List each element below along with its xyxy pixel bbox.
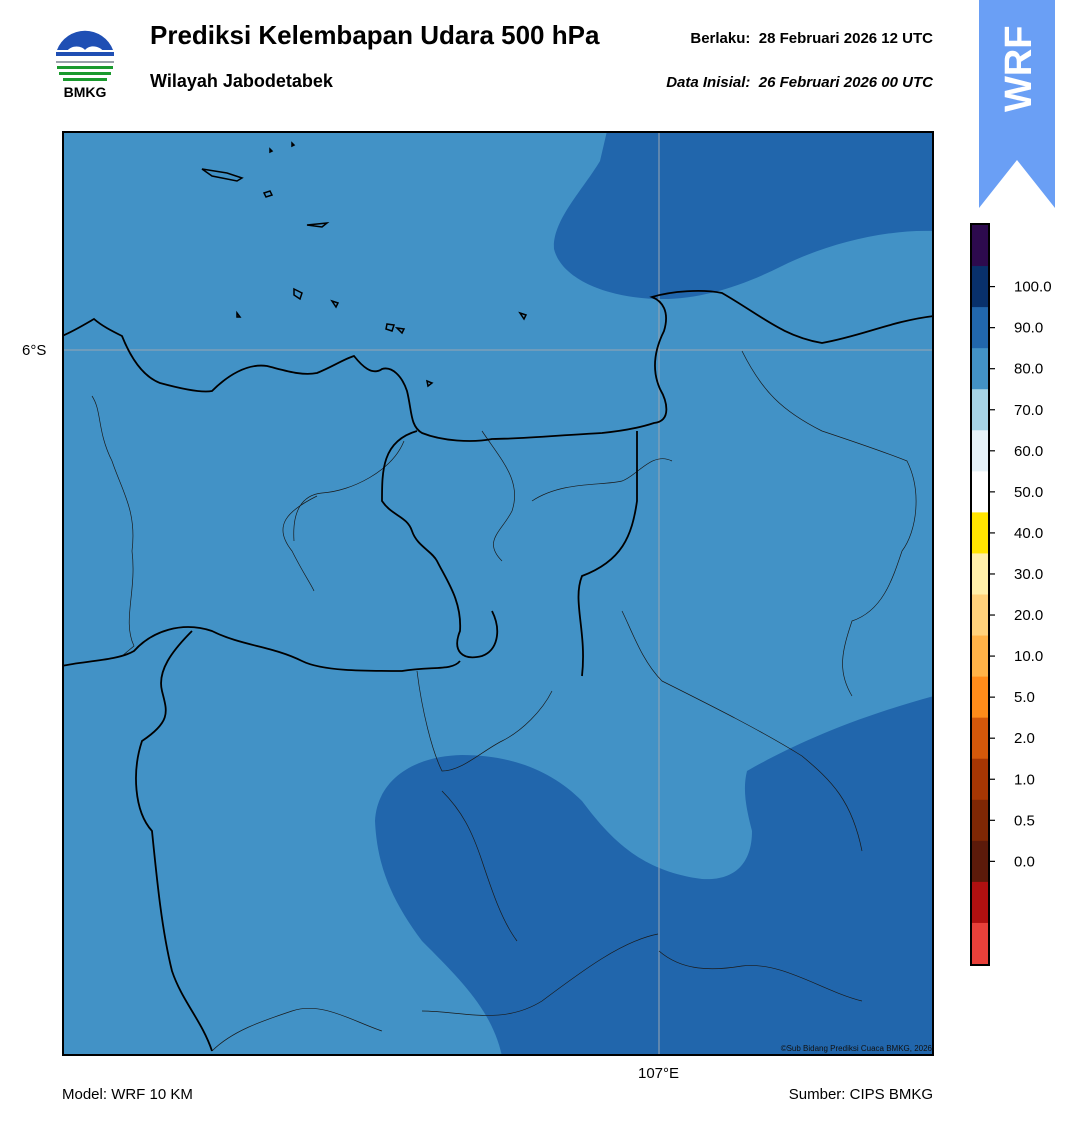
model-label: Model: WRF 10 KM bbox=[62, 1086, 193, 1103]
colorbar-tick-label: 5.0 bbox=[1014, 689, 1035, 706]
colorbar-band bbox=[972, 512, 988, 554]
colorbar-band bbox=[972, 430, 988, 472]
init-value: 26 Februari 2026 00 UTC bbox=[758, 74, 933, 91]
colorbar-band bbox=[972, 922, 988, 965]
colorbar-band bbox=[972, 717, 988, 760]
colorbar: 100.0 90.0 80.0 70.0 60.0 50.0 40.0 30.0 20.0 10.… bbox=[970, 223, 1052, 966]
coastline bbox=[62, 290, 934, 442]
colorbar-band bbox=[972, 758, 988, 801]
colorbar-ticks: 100.0 90.0 80.0 70.0 60.0 50.0 40.0 30.0 20.0 10.… bbox=[989, 279, 1052, 870]
province-borders bbox=[62, 290, 934, 1052]
colorbar-tick-label: 60.0 bbox=[1014, 443, 1043, 460]
colorbar-band bbox=[972, 389, 988, 431]
colorbar-tick-label: 90.0 bbox=[1014, 320, 1043, 337]
colorbar-tick-label: 80.0 bbox=[1014, 361, 1043, 378]
colorbar-tick-label: 1.0 bbox=[1014, 771, 1035, 788]
colorbar-tick-label: 2.0 bbox=[1014, 730, 1035, 747]
colorbar-band bbox=[972, 635, 988, 678]
jakarta-banten-border bbox=[381, 430, 499, 659]
colorbar-band bbox=[972, 799, 988, 842]
colorbar-tick-label: 0.0 bbox=[1014, 853, 1035, 870]
map-subtitle: Wilayah Jabodetabek bbox=[150, 71, 333, 91]
colorbar-band bbox=[972, 266, 988, 308]
colorbar-tick-label: 50.0 bbox=[1014, 484, 1043, 501]
colorbar-band bbox=[972, 881, 988, 924]
colorbar-tick-label: 20.0 bbox=[1014, 607, 1043, 624]
latitude-label: 6°S bbox=[22, 342, 47, 359]
init-time: Data Inisial: 26 Februari 2026 00 UTC bbox=[666, 74, 933, 91]
colorbar-tick-label: 40.0 bbox=[1014, 525, 1043, 542]
colorbar-band bbox=[972, 840, 988, 883]
jakarta-jabar-border bbox=[577, 431, 638, 677]
colorbar-band bbox=[972, 307, 988, 349]
valid-label: Berlaku: bbox=[690, 30, 751, 47]
colorbar-band bbox=[972, 225, 988, 267]
bmkg-logo bbox=[55, 30, 115, 91]
longitude-label: 107°E bbox=[638, 1065, 680, 1082]
valid-time: Berlaku: 28 Februari 2026 12 UTC bbox=[690, 30, 933, 47]
map-credit: ©Sub Bidang Prediksi Cuaca BMKG, 2026 bbox=[780, 1044, 932, 1053]
colorbar-band bbox=[972, 594, 988, 637]
humidity-band-80-90-south bbox=[375, 696, 934, 1056]
colorbar-frame bbox=[970, 223, 990, 966]
source-label: Sumber: CIPS BMKG bbox=[788, 1086, 933, 1103]
colorbar-tick-label: 100.0 bbox=[1014, 279, 1052, 296]
colorbar-tick-label: 30.0 bbox=[1014, 566, 1043, 583]
map-title: Prediksi Kelembapan Udara 500 hPa bbox=[150, 20, 600, 50]
regency-borders bbox=[91, 350, 917, 1052]
wrf-text: WRF bbox=[998, 25, 1040, 112]
colorbar-tick-label: 70.0 bbox=[1014, 402, 1043, 419]
init-label: Data Inisial: bbox=[666, 74, 751, 91]
banten-west-border bbox=[135, 630, 213, 1052]
colorbar-bands bbox=[972, 225, 988, 965]
humidity-map bbox=[62, 131, 934, 1056]
colorbar-band bbox=[972, 676, 988, 719]
banten-south-border bbox=[62, 626, 461, 676]
map-frame bbox=[62, 131, 934, 1056]
colorbar-band bbox=[972, 348, 988, 390]
logo-text: BMKG bbox=[63, 84, 107, 100]
valid-value: 28 Februari 2026 12 UTC bbox=[758, 30, 933, 47]
humidity-band-80-90-north bbox=[553, 131, 934, 299]
colorbar-tick-label: 0.5 bbox=[1014, 812, 1035, 829]
colorbar-band bbox=[972, 553, 988, 595]
islands bbox=[201, 141, 528, 388]
wrf-badge: WRF bbox=[979, 0, 1055, 208]
colorbar-band bbox=[972, 471, 988, 513]
colorbar-tick-label: 10.0 bbox=[1014, 648, 1043, 665]
